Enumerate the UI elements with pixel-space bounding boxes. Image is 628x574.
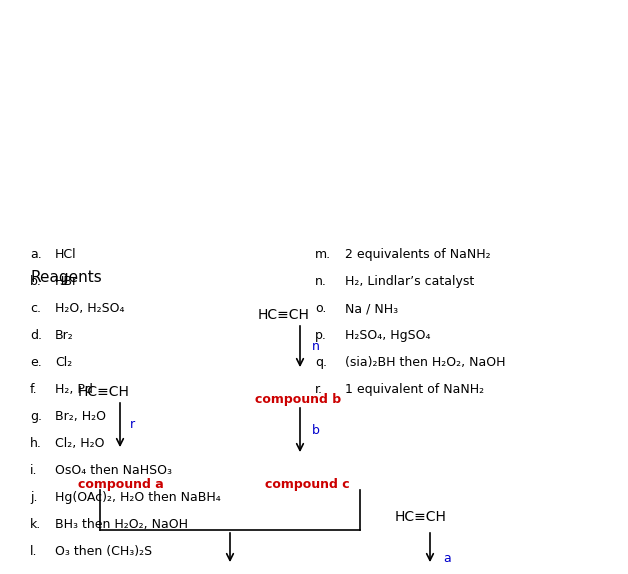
Text: k.: k. bbox=[30, 518, 41, 531]
Text: HC≡CH: HC≡CH bbox=[258, 308, 310, 322]
Text: Cl₂, H₂O: Cl₂, H₂O bbox=[55, 437, 104, 450]
Text: r.: r. bbox=[315, 383, 323, 396]
Text: p.: p. bbox=[315, 329, 327, 342]
Text: a: a bbox=[443, 552, 451, 564]
Text: (sia)₂BH then H₂O₂, NaOH: (sia)₂BH then H₂O₂, NaOH bbox=[345, 356, 506, 369]
Text: f.: f. bbox=[30, 383, 38, 396]
Text: 2 equivalents of NaNH₂: 2 equivalents of NaNH₂ bbox=[345, 248, 490, 261]
Text: m.: m. bbox=[315, 248, 331, 261]
Text: d.: d. bbox=[30, 329, 42, 342]
Text: compound c: compound c bbox=[265, 478, 350, 491]
Text: l.: l. bbox=[30, 545, 38, 558]
Text: r: r bbox=[130, 418, 135, 432]
Text: i.: i. bbox=[30, 464, 38, 477]
Text: n: n bbox=[312, 340, 320, 354]
Text: Hg(OAc)₂, H₂O then NaBH₄: Hg(OAc)₂, H₂O then NaBH₄ bbox=[55, 491, 221, 504]
Text: HC≡CH: HC≡CH bbox=[78, 385, 130, 399]
Text: HC≡CH: HC≡CH bbox=[395, 510, 447, 524]
Text: BH₃ then H₂O₂, NaOH: BH₃ then H₂O₂, NaOH bbox=[55, 518, 188, 531]
Text: OsO₄ then NaHSO₃: OsO₄ then NaHSO₃ bbox=[55, 464, 172, 477]
Text: O₃ then (CH₃)₂S: O₃ then (CH₃)₂S bbox=[55, 545, 152, 558]
Text: H₂SO₄, HgSO₄: H₂SO₄, HgSO₄ bbox=[345, 329, 431, 342]
Text: a.: a. bbox=[30, 248, 41, 261]
Text: g.: g. bbox=[30, 410, 42, 423]
Text: b: b bbox=[312, 424, 320, 436]
Text: H₂, Lindlar’s catalyst: H₂, Lindlar’s catalyst bbox=[345, 275, 474, 288]
Text: c.: c. bbox=[30, 302, 41, 315]
Text: e.: e. bbox=[30, 356, 41, 369]
Text: HBr: HBr bbox=[55, 275, 78, 288]
Text: 1 equivalent of NaNH₂: 1 equivalent of NaNH₂ bbox=[345, 383, 484, 396]
Text: Reagents: Reagents bbox=[30, 270, 102, 285]
Text: HCl: HCl bbox=[55, 248, 77, 261]
Text: compound b: compound b bbox=[255, 393, 341, 406]
Text: o.: o. bbox=[315, 302, 327, 315]
Text: Br₂, H₂O: Br₂, H₂O bbox=[55, 410, 106, 423]
Text: q.: q. bbox=[315, 356, 327, 369]
Text: b.: b. bbox=[30, 275, 42, 288]
Text: j.: j. bbox=[30, 491, 38, 504]
Text: H₂, Pd: H₂, Pd bbox=[55, 383, 93, 396]
Text: n.: n. bbox=[315, 275, 327, 288]
Text: Br₂: Br₂ bbox=[55, 329, 73, 342]
Text: compound a: compound a bbox=[78, 478, 164, 491]
Text: Cl₂: Cl₂ bbox=[55, 356, 72, 369]
Text: H₂O, H₂SO₄: H₂O, H₂SO₄ bbox=[55, 302, 124, 315]
Text: h.: h. bbox=[30, 437, 42, 450]
Text: Na / NH₃: Na / NH₃ bbox=[345, 302, 398, 315]
